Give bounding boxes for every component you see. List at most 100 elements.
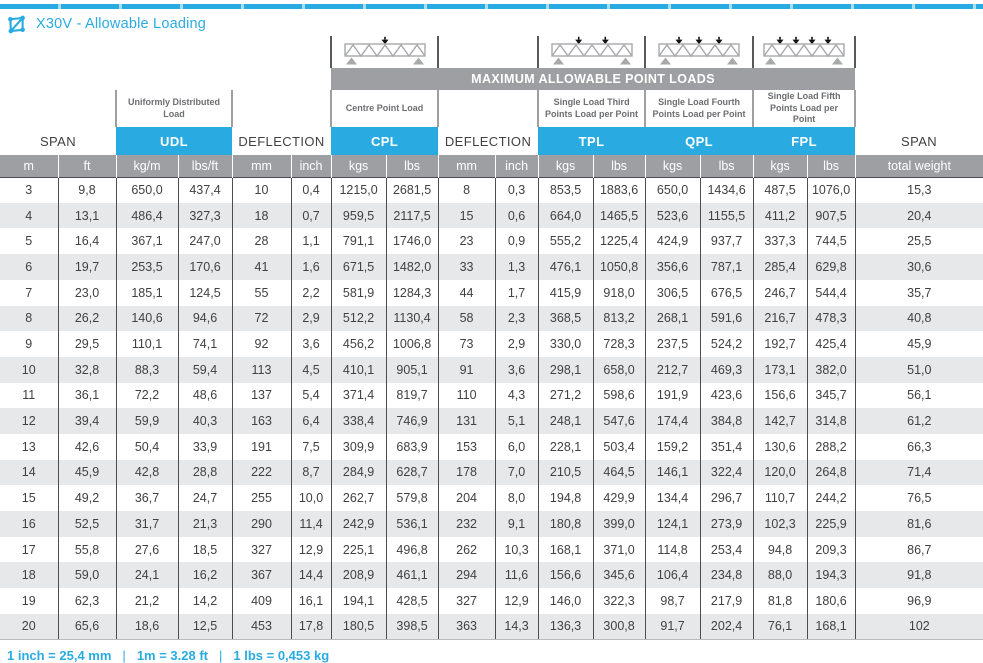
truss-row-gap xyxy=(438,36,538,68)
cell: 194,8 xyxy=(537,485,594,511)
table-row: 10 32,8 88,3 59,4 113 4,5 410,1 905,1 91 3,6 298,1… xyxy=(0,356,983,383)
tpl-description: Single Load Third Points Load per Point xyxy=(537,90,647,128)
cell: 262 xyxy=(437,536,496,563)
cell: 242,9 xyxy=(330,511,387,537)
cell: 33 xyxy=(437,254,496,280)
cell: 10,3 xyxy=(494,536,539,563)
unit-header: kgs xyxy=(644,155,701,178)
cell: 209,3 xyxy=(806,536,856,563)
table-row: 5 16,4 367,1 247,0 28 1,1 791,1 1746,0 23 0,9 555,… xyxy=(0,228,983,255)
cell: 45,9 xyxy=(57,459,116,486)
cell: 410,1 xyxy=(330,356,387,383)
cell: 42,6 xyxy=(57,433,116,460)
cell: 271,2 xyxy=(537,382,594,409)
cell: 0,3 xyxy=(494,176,539,203)
cell: 71,4 xyxy=(854,459,983,486)
cell: 28,8 xyxy=(177,459,232,486)
cell: 9,8 xyxy=(57,176,116,203)
cell: 524,2 xyxy=(699,331,754,357)
cell: 39,4 xyxy=(57,408,116,434)
cell: 120,0 xyxy=(752,459,808,486)
cell: 13,1 xyxy=(57,202,116,229)
unit-header: lbs xyxy=(699,155,754,178)
cell: 146,1 xyxy=(644,459,701,486)
table-row: 14 45,9 42,8 28,8 222 8,7 284,9 628,7 178 7,0 210,… xyxy=(0,459,983,486)
cell: 658,0 xyxy=(592,356,646,383)
cell: 0,6 xyxy=(494,202,539,229)
cell: 853,5 xyxy=(537,176,594,203)
cell: 216,7 xyxy=(752,305,808,332)
cell: 327 xyxy=(437,588,496,614)
cell: 728,3 xyxy=(592,331,646,357)
cell: 486,4 xyxy=(115,202,178,229)
cell: 16,2 xyxy=(177,562,232,589)
cell: 1155,5 xyxy=(699,202,754,229)
cell: 2681,5 xyxy=(385,176,439,203)
cell: 130,6 xyxy=(752,433,808,460)
cell: 11,6 xyxy=(494,562,539,589)
top-accent-strip xyxy=(0,4,983,9)
cell: 4,5 xyxy=(290,356,332,383)
cell: 409 xyxy=(231,588,291,614)
cell: 345,6 xyxy=(592,562,646,589)
footer-separator: | xyxy=(122,647,126,663)
cell: 273,9 xyxy=(699,511,754,537)
cell: 124,5 xyxy=(177,279,232,306)
truss-logo-icon xyxy=(6,14,27,35)
unit-header: lbs xyxy=(592,155,646,178)
cell: 1482,0 xyxy=(385,254,439,280)
cell: 3,6 xyxy=(290,331,332,357)
cell: 306,5 xyxy=(644,279,701,306)
cell: 36,1 xyxy=(57,382,116,409)
cell: 5,4 xyxy=(290,382,332,409)
cell: 88,0 xyxy=(752,562,808,589)
cell: 453 xyxy=(231,613,291,640)
cell: 50,4 xyxy=(115,433,178,460)
cell: 81,8 xyxy=(752,588,808,614)
cell: 88,3 xyxy=(115,356,178,383)
cell: 8 xyxy=(0,305,58,332)
cell: 91,7 xyxy=(644,613,701,640)
col-group-span-left: SPAN xyxy=(0,127,116,156)
cell: 156,6 xyxy=(537,562,594,589)
cell: 1076,0 xyxy=(806,176,856,203)
cell: 629,8 xyxy=(806,254,856,280)
cell: 73 xyxy=(437,331,496,357)
cell: 367 xyxy=(231,562,291,589)
cell: 10 xyxy=(231,176,291,203)
cell: 581,9 xyxy=(330,279,387,306)
cell: 31,7 xyxy=(115,511,178,537)
cell: 1215,0 xyxy=(330,176,387,203)
cell: 650,0 xyxy=(644,176,701,203)
cell: 192,7 xyxy=(752,331,808,357)
cell: 2,9 xyxy=(290,305,332,332)
table-row: 9 29,5 110,1 74,1 92 3,6 456,2 1006,8 73 2,9 330,0… xyxy=(0,331,983,357)
cell: 59,0 xyxy=(57,562,116,589)
cell: 228,1 xyxy=(537,433,594,460)
cell: 262,7 xyxy=(330,485,387,511)
cell: 110 xyxy=(437,382,496,409)
truss-row-spacer xyxy=(855,36,983,68)
cell: 28 xyxy=(231,228,291,255)
cell: 544,4 xyxy=(806,279,856,306)
cell: 959,5 xyxy=(330,202,387,229)
description-row: Uniformly Distributed Load Centre Point … xyxy=(0,90,983,128)
cell: 503,4 xyxy=(592,433,646,460)
cell: 110,1 xyxy=(115,331,178,357)
cell: 134,4 xyxy=(644,485,701,511)
cell: 464,5 xyxy=(592,459,646,486)
cell: 106,4 xyxy=(644,562,701,589)
cell: 309,9 xyxy=(330,433,387,460)
cell: 21,3 xyxy=(177,511,232,537)
cell: 351,4 xyxy=(699,433,754,460)
cell: 217,9 xyxy=(699,588,754,614)
cell: 5 xyxy=(25,234,33,249)
cell: 424,9 xyxy=(644,228,701,255)
cell: 14 xyxy=(0,459,58,486)
cell: 4 xyxy=(0,202,58,229)
cell: 168,1 xyxy=(806,613,856,640)
cell: 247,0 xyxy=(177,228,232,255)
cell: 476,1 xyxy=(537,254,594,280)
cell: 45,9 xyxy=(854,331,983,357)
cell: 415,9 xyxy=(537,279,594,306)
